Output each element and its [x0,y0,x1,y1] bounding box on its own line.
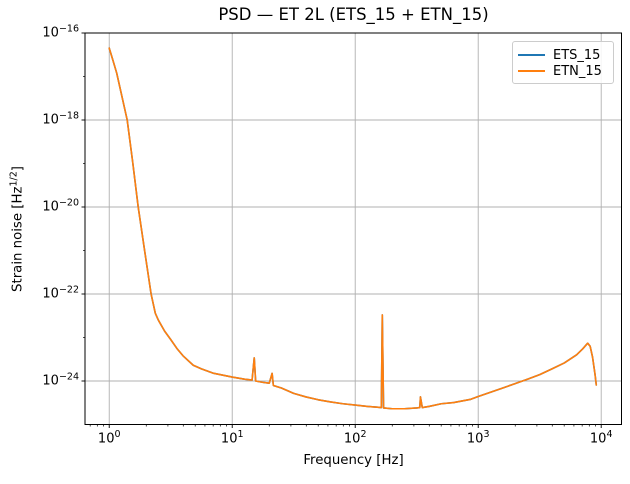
x-axis-label: Frequency [Hz] [303,453,404,468]
x-tick-label: 104 [589,429,613,447]
y-tick-label: 10−24 [42,371,79,389]
y-axis-label-sup: 1/2 [8,171,20,187]
y-tick-label: 10−16 [42,23,79,41]
y-tick-label: 10−20 [42,197,79,215]
legend-label-ets15: ETS_15 [553,47,601,63]
legend: ETS_15 ETN_15 [512,41,614,84]
x-tick-label: 103 [466,429,490,447]
y-tick-label: 10−18 [42,110,79,128]
legend-item-ets15: ETS_15 [518,47,607,63]
legend-line-sample-ets15 [518,53,545,57]
x-tick-label: 102 [343,429,367,447]
curve-ETN_15 [108,47,598,410]
chart-title: PSD — ET 2L (ETS_15 + ETN_15) [218,5,489,24]
y-tick-label: 10−22 [42,284,79,302]
axes-frame [84,32,622,425]
x-tick-label: 101 [220,429,244,447]
x-tick-label: 100 [97,429,121,447]
y-axis-label: Strain noise [Hz1/2] [8,166,25,292]
y-axis-label-close: ] [10,166,26,172]
legend-item-etn15: ETN_15 [518,63,607,79]
legend-line-sample-etn15 [518,69,545,73]
legend-label-etn15: ETN_15 [553,63,602,79]
